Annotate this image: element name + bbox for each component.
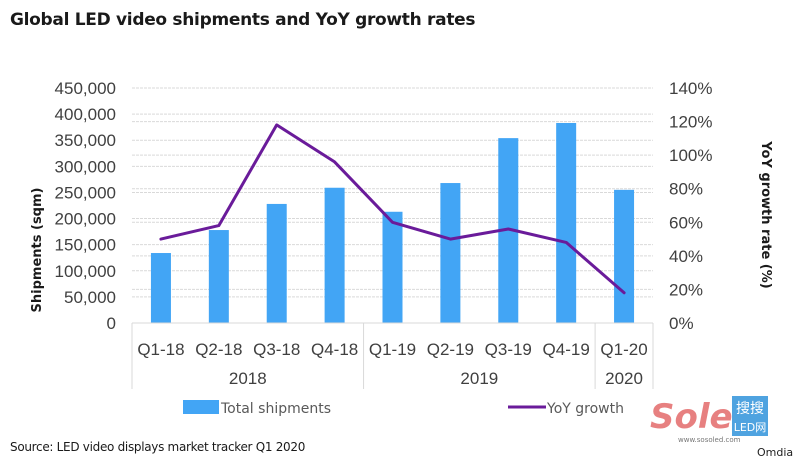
category-label-q3-18: Q3-18 [253,340,300,359]
bar-q3-18 [266,203,287,323]
bar-q2-18 [208,230,229,323]
left-tick-label: 450,000 [55,79,116,98]
watermark-led-text: LED网 [734,421,767,434]
year-label-2018: 2018 [229,369,267,388]
bar-q4-19 [556,122,577,323]
bar-q1-20 [614,189,635,323]
bar-q1-18 [150,253,171,323]
bar-series [150,122,635,323]
category-label-q1-19: Q1-19 [369,340,416,359]
year-label-2020: 2020 [605,369,643,388]
left-tick-label: 0 [107,314,116,333]
legend-swatch-total-shipments [183,400,219,414]
left-tick-label: 250,000 [55,183,116,202]
right-axis-ticks: 0% 20% 40% 60% 80% 100% 120% 140% [669,79,712,333]
category-label-q1-18: Q1-18 [137,340,184,359]
left-tick-label: 50,000 [64,288,116,307]
left-tick-label: 400,000 [55,105,116,124]
brand-label: Omdia [757,446,794,459]
right-tick-label: 80% [669,180,703,199]
right-tick-label: 60% [669,213,703,232]
source-note: Source: LED video displays market tracke… [10,440,306,454]
right-tick-label: 100% [669,146,712,165]
category-label-q4-18: Q4-18 [311,340,358,359]
bar-q2-19 [440,183,461,323]
bar-q1-19 [382,211,403,323]
category-label-q1-20: Q1-20 [600,340,647,359]
category-label-q2-19: Q2-19 [427,340,474,359]
right-tick-label: 20% [669,280,703,299]
watermark-badge [732,396,768,436]
watermark-logo: Soled 搜搜 LED网 www.sosoled.com [648,392,768,448]
year-label-2019: 2019 [460,369,498,388]
left-tick-label: 100,000 [55,262,116,281]
watermark-cn-text: 搜搜 [736,401,764,417]
watermark-url: www.sosoled.com [678,436,741,444]
bar-q4-18 [324,187,345,323]
chart-title: Global LED video shipments and YoY growt… [10,10,476,30]
left-tick-label: 150,000 [55,236,116,255]
right-tick-label: 120% [669,113,712,132]
category-axis: 2018 2019 2020 Q1-18 Q2-18 Q3-18 Q4-18 Q1-19 Q2-… [131,322,654,389]
category-label-q2-18: Q2-18 [195,340,242,359]
legend: Total shipments YoY growth [183,400,624,417]
legend-label-total-shipments: Total shipments [220,401,331,417]
left-tick-label: 350,000 [55,131,116,150]
left-tick-label: 300,000 [55,157,116,176]
right-tick-label: 140% [669,79,712,98]
line-series [159,123,626,295]
right-tick-label: 0% [669,314,694,333]
right-tick-label: 40% [669,247,703,266]
left-axis-ticks: 0 50,000 100,000 150,000 200,000 250,000 300,0… [55,79,116,333]
category-label-q3-19: Q3-19 [485,340,532,359]
category-label-q4-19: Q4-19 [543,340,590,359]
right-axis-title: YoY growth rate (%) [758,140,773,288]
legend-label-yoy-growth: YoY growth [546,401,624,417]
bar-q3-19 [498,138,519,323]
left-axis-title: Shipments (sqm) [30,188,45,313]
left-tick-label: 200,000 [55,210,116,229]
